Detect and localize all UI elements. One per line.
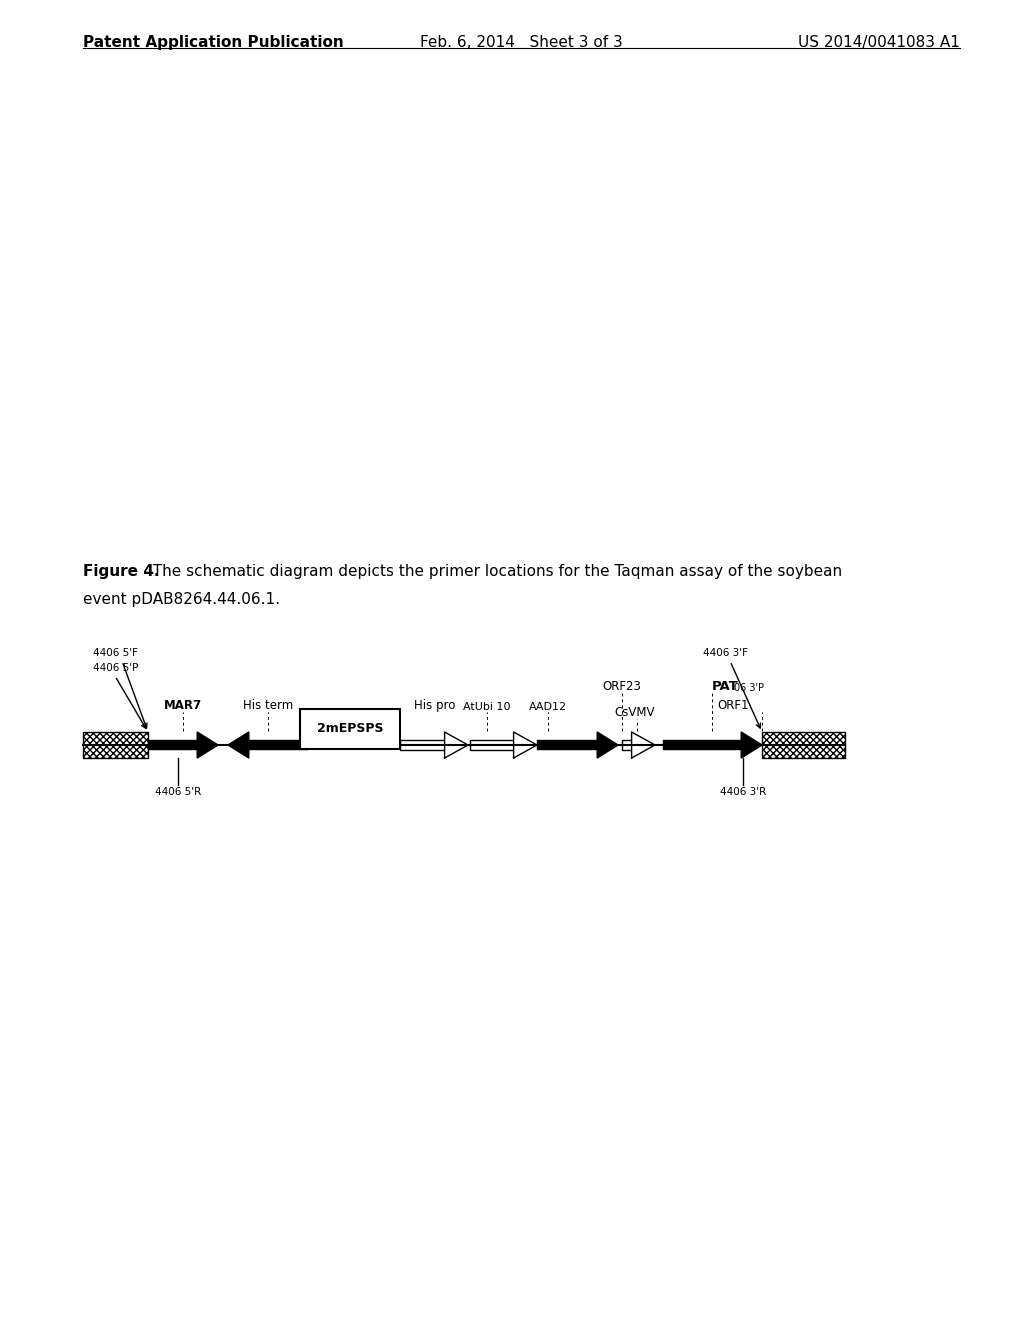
Bar — [663, 741, 741, 750]
Text: 4406 3'F: 4406 3'F — [703, 648, 748, 657]
Text: 4406 5'P: 4406 5'P — [93, 663, 138, 673]
Polygon shape — [198, 733, 218, 758]
Text: ORF23: ORF23 — [602, 680, 641, 693]
Text: US 2014/0041083 A1: US 2014/0041083 A1 — [798, 36, 961, 50]
Bar — [249, 741, 308, 750]
Text: ORF1: ORF1 — [717, 700, 749, 711]
Bar — [148, 741, 198, 750]
Polygon shape — [597, 733, 618, 758]
Polygon shape — [444, 733, 468, 758]
Text: event pDAB8264.44.06.1.: event pDAB8264.44.06.1. — [83, 591, 280, 607]
Text: AAD12: AAD12 — [529, 702, 567, 711]
Text: 4406 3'R: 4406 3'R — [720, 787, 766, 797]
Bar — [400, 741, 444, 750]
Polygon shape — [741, 733, 762, 758]
Text: The schematic diagram depicts the primer locations for the Taqman assay of the s: The schematic diagram depicts the primer… — [143, 564, 842, 579]
Text: 06 3'P: 06 3'P — [734, 682, 764, 693]
Text: His term: His term — [243, 700, 293, 711]
Bar — [470, 741, 514, 750]
Bar — [622, 741, 632, 750]
Polygon shape — [632, 733, 655, 758]
Text: His pro: His pro — [415, 700, 456, 711]
Bar — [762, 733, 845, 758]
Text: Figure 4.: Figure 4. — [83, 564, 160, 579]
Text: 4406 5'F: 4406 5'F — [93, 648, 138, 657]
Text: CsVMV: CsVMV — [614, 706, 655, 719]
Text: 2mEPSPS: 2mEPSPS — [316, 722, 383, 735]
Bar — [537, 741, 597, 750]
Text: Patent Application Publication: Patent Application Publication — [83, 36, 344, 50]
Bar — [300, 709, 400, 748]
Text: AtUbi 10: AtUbi 10 — [463, 702, 511, 711]
Text: 4406 5'R: 4406 5'R — [155, 787, 201, 797]
Text: PAT: PAT — [712, 680, 739, 693]
Polygon shape — [228, 733, 249, 758]
Text: Feb. 6, 2014   Sheet 3 of 3: Feb. 6, 2014 Sheet 3 of 3 — [420, 36, 623, 50]
Text: MAR7: MAR7 — [164, 700, 202, 711]
Bar — [83, 733, 148, 758]
Polygon shape — [514, 733, 537, 758]
